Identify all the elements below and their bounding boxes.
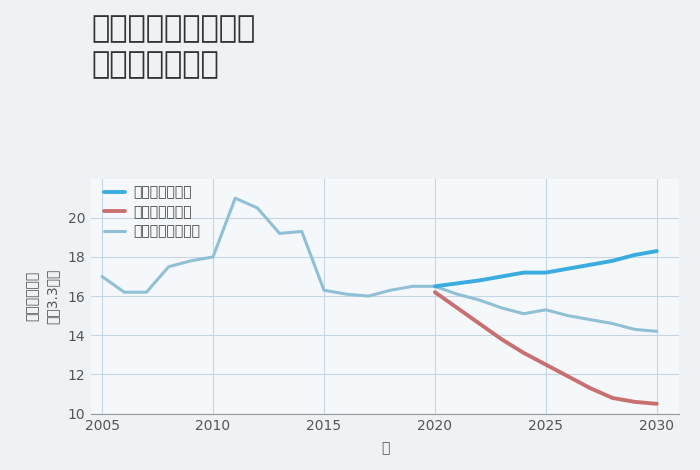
Legend: グッドシナリオ, バッドシナリオ, ノーマルシナリオ: グッドシナリオ, バッドシナリオ, ノーマルシナリオ bbox=[104, 186, 200, 239]
ノーマルシナリオ bbox=[253, 205, 262, 211]
ノーマルシナリオ bbox=[519, 311, 528, 317]
ノーマルシナリオ bbox=[320, 288, 328, 293]
ノーマルシナリオ bbox=[542, 307, 550, 313]
ノーマルシナリオ bbox=[187, 258, 195, 264]
グッドシナリオ bbox=[564, 266, 573, 272]
グッドシナリオ bbox=[652, 248, 661, 254]
ノーマルシナリオ bbox=[342, 291, 351, 297]
グッドシナリオ bbox=[519, 270, 528, 275]
バッドシナリオ bbox=[430, 290, 439, 295]
バッドシナリオ bbox=[608, 395, 617, 401]
ノーマルシナリオ bbox=[120, 290, 129, 295]
バッドシナリオ bbox=[631, 399, 639, 405]
ノーマルシナリオ bbox=[298, 229, 306, 235]
バッドシナリオ bbox=[652, 401, 661, 407]
バッドシナリオ bbox=[564, 374, 573, 379]
Line: ノーマルシナリオ: ノーマルシナリオ bbox=[102, 198, 657, 331]
バッドシナリオ bbox=[519, 350, 528, 356]
Line: グッドシナリオ: グッドシナリオ bbox=[435, 251, 657, 286]
ノーマルシナリオ bbox=[364, 293, 372, 299]
グッドシナリオ bbox=[542, 270, 550, 275]
グッドシナリオ bbox=[631, 252, 639, 258]
ノーマルシナリオ bbox=[98, 274, 106, 279]
Line: バッドシナリオ: バッドシナリオ bbox=[435, 292, 657, 404]
ノーマルシナリオ bbox=[231, 196, 239, 201]
ノーマルシナリオ bbox=[209, 254, 217, 260]
ノーマルシナリオ bbox=[631, 327, 639, 332]
バッドシナリオ bbox=[542, 362, 550, 368]
ノーマルシナリオ bbox=[164, 264, 173, 270]
ノーマルシナリオ bbox=[497, 305, 505, 311]
Y-axis label: 単価（万円）
坪（3.3㎡）: 単価（万円） 坪（3.3㎡） bbox=[26, 268, 60, 324]
ノーマルシナリオ bbox=[409, 283, 417, 289]
ノーマルシナリオ bbox=[586, 317, 594, 322]
ノーマルシナリオ bbox=[564, 313, 573, 319]
ノーマルシナリオ bbox=[475, 297, 484, 303]
ノーマルシナリオ bbox=[608, 321, 617, 326]
グッドシナリオ bbox=[430, 283, 439, 289]
グッドシナリオ bbox=[497, 274, 505, 279]
バッドシナリオ bbox=[497, 337, 505, 342]
グッドシナリオ bbox=[586, 262, 594, 267]
バッドシナリオ bbox=[586, 385, 594, 391]
グッドシナリオ bbox=[475, 278, 484, 283]
グッドシナリオ bbox=[608, 258, 617, 264]
ノーマルシナリオ bbox=[275, 231, 284, 236]
バッドシナリオ bbox=[453, 305, 461, 311]
バッドシナリオ bbox=[475, 321, 484, 326]
ノーマルシナリオ bbox=[430, 283, 439, 289]
ノーマルシナリオ bbox=[652, 329, 661, 334]
ノーマルシナリオ bbox=[386, 288, 395, 293]
X-axis label: 年: 年 bbox=[381, 441, 389, 455]
ノーマルシナリオ bbox=[453, 291, 461, 297]
グッドシナリオ bbox=[453, 281, 461, 286]
ノーマルシナリオ bbox=[142, 290, 150, 295]
Text: 千葉県成田市南敷の
土地の価格推移: 千葉県成田市南敷の 土地の価格推移 bbox=[91, 14, 256, 79]
